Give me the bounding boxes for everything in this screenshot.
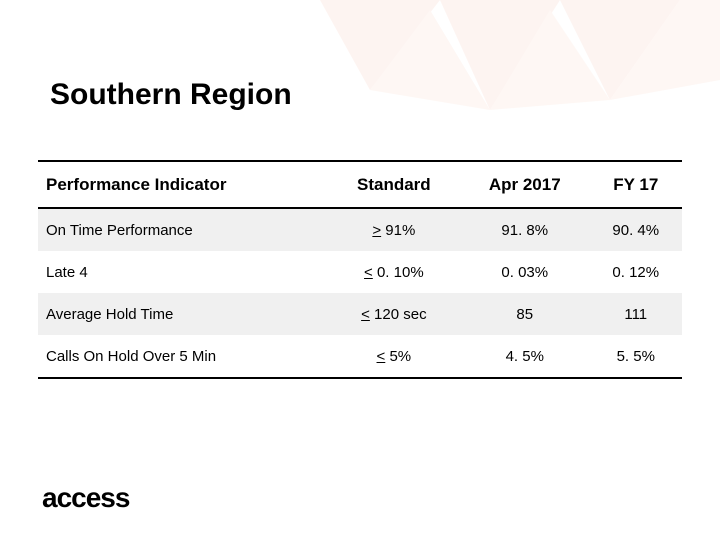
cell-standard: < 0. 10% [328, 251, 460, 293]
cell-indicator: Average Hold Time [38, 293, 328, 335]
cell-indicator: On Time Performance [38, 208, 328, 251]
standard-value: 120 sec [370, 306, 427, 323]
cell-standard: < 5% [328, 335, 460, 378]
cell-indicator: Calls On Hold Over 5 Min [38, 335, 328, 378]
cell-apr: 85 [460, 293, 590, 335]
col-fy: FY 17 [590, 161, 683, 208]
performance-table: Performance Indicator Standard Apr 2017 … [38, 160, 682, 379]
performance-table-wrap: Performance Indicator Standard Apr 2017 … [38, 160, 682, 379]
cell-fy: 111 [590, 293, 683, 335]
cell-apr: 4. 5% [460, 335, 590, 378]
cell-standard: > 91% [328, 208, 460, 251]
col-apr: Apr 2017 [460, 161, 590, 208]
background-shapes [0, 0, 720, 150]
slide: Southern Region Performance Indicator St… [0, 0, 720, 540]
logo: access [42, 482, 129, 514]
col-indicator: Performance Indicator [38, 161, 328, 208]
standard-value: 91% [381, 222, 415, 239]
standard-operator: < [361, 306, 370, 323]
standard-operator: > [372, 222, 381, 239]
table-body: On Time Performance> 91%91. 8%90. 4%Late… [38, 208, 682, 378]
standard-operator: < [364, 264, 373, 281]
cell-apr: 91. 8% [460, 208, 590, 251]
cell-fy: 90. 4% [590, 208, 683, 251]
page-title: Southern Region [50, 78, 292, 112]
col-standard: Standard [328, 161, 460, 208]
cell-fy: 5. 5% [590, 335, 683, 378]
table-row: Average Hold Time< 120 sec85111 [38, 293, 682, 335]
triangles-svg [0, 0, 720, 150]
cell-indicator: Late 4 [38, 251, 328, 293]
table-row: Calls On Hold Over 5 Min< 5%4. 5%5. 5% [38, 335, 682, 378]
cell-apr: 0. 03% [460, 251, 590, 293]
table-row: On Time Performance> 91%91. 8%90. 4% [38, 208, 682, 251]
cell-standard: < 120 sec [328, 293, 460, 335]
table-row: Late 4< 0. 10%0. 03%0. 12% [38, 251, 682, 293]
standard-operator: < [377, 348, 386, 365]
standard-value: 0. 10% [373, 264, 424, 281]
standard-value: 5% [385, 348, 411, 365]
table-header-row: Performance Indicator Standard Apr 2017 … [38, 161, 682, 208]
cell-fy: 0. 12% [590, 251, 683, 293]
